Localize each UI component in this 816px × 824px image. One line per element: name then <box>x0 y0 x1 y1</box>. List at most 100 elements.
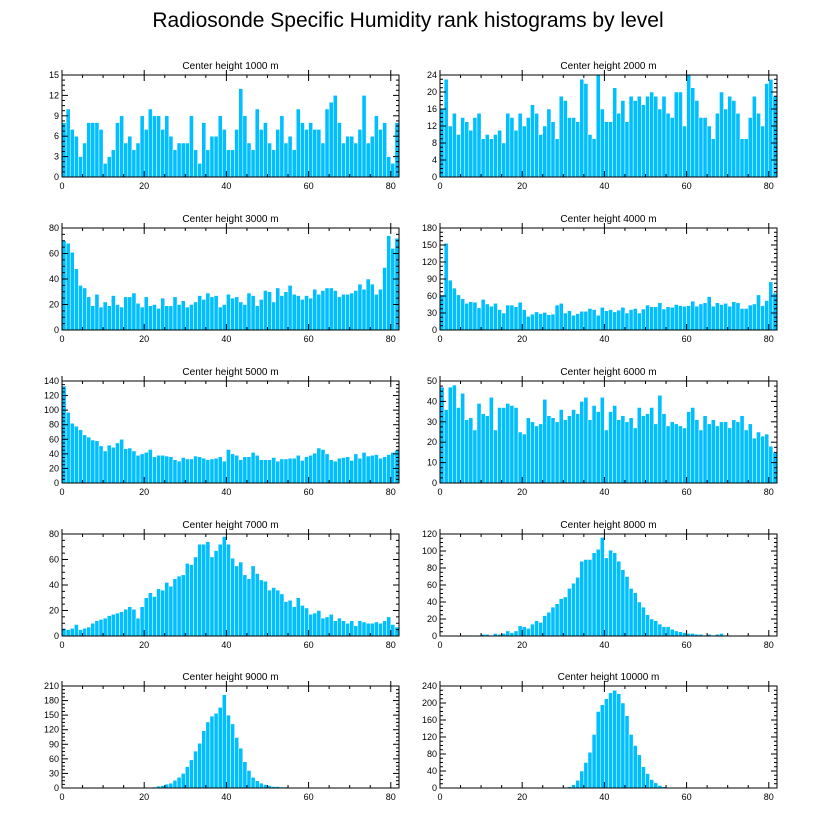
histogram-bar <box>604 429 609 484</box>
histogram-panel: Center height 3000 m 0 20 40 60 80 0 20 40 60 80 <box>49 214 400 344</box>
histogram-bar <box>587 419 593 484</box>
histogram-bar <box>160 589 165 637</box>
y-tick-label: 0 <box>54 631 59 641</box>
histogram-bar <box>123 296 129 331</box>
histogram-bar <box>242 115 248 178</box>
histogram-bar <box>259 579 264 637</box>
histogram-bar <box>205 149 211 178</box>
histogram-bar <box>300 605 305 637</box>
histogram-bar <box>69 129 75 178</box>
histogram-bar <box>238 88 244 178</box>
histogram-bar <box>123 142 129 178</box>
histogram-bar <box>497 407 502 484</box>
histogram-bar <box>538 313 543 331</box>
histogram-bar <box>653 423 659 484</box>
histogram-bar <box>698 117 704 178</box>
histogram-bar <box>111 295 116 331</box>
histogram-bar <box>484 415 490 484</box>
histogram-bar <box>645 614 650 637</box>
histogram-bar <box>739 138 745 178</box>
histogram-bar <box>505 403 511 484</box>
histogram-bar <box>764 300 770 331</box>
y-tick-label: 80 <box>427 563 437 573</box>
histogram-bar <box>242 761 248 789</box>
histogram-bar <box>226 449 231 484</box>
x-tick-label: 20 <box>517 334 527 344</box>
histogram-bar <box>480 413 486 484</box>
histogram-bar <box>345 456 350 484</box>
histogram-bar <box>595 74 601 178</box>
histogram-bar <box>263 459 268 484</box>
x-tick-label: 0 <box>59 334 64 344</box>
histogram-bar <box>168 456 174 484</box>
histogram-bar <box>563 596 568 637</box>
histogram-bar <box>345 135 350 178</box>
histogram-bar <box>447 386 453 484</box>
histogram-bar <box>148 108 153 178</box>
histogram-bar <box>267 291 272 331</box>
x-tick-label: 40 <box>599 334 609 344</box>
figure-title: Radiosonde Specific Humidity rank histog… <box>152 9 664 32</box>
histogram-bar <box>65 108 71 178</box>
y-tick-label: 40 <box>427 766 437 776</box>
x-tick-label: 20 <box>139 640 149 650</box>
histogram-bar <box>517 301 523 331</box>
histogram-bar <box>452 384 457 484</box>
y-tick-label: 180 <box>44 696 59 706</box>
histogram-bar <box>119 306 124 331</box>
histogram-bar <box>287 285 293 331</box>
histogram-bar <box>135 617 141 637</box>
y-tick-label: 90 <box>427 274 437 284</box>
histogram-bar <box>123 608 129 637</box>
histogram-bar <box>234 296 239 331</box>
y-tick-label: 120 <box>44 725 59 735</box>
histogram-bar <box>164 582 170 637</box>
histogram-bar <box>579 770 585 789</box>
histogram-bar <box>727 305 733 331</box>
histogram-bar <box>669 117 675 178</box>
histogram-bar <box>78 429 83 484</box>
histogram-bar <box>78 629 83 637</box>
x-tick-label: 0 <box>59 792 64 802</box>
histogram-bar <box>312 612 318 637</box>
histogram-bar <box>86 296 92 331</box>
histogram-bar <box>205 459 211 484</box>
histogram-bar <box>698 429 704 484</box>
histogram-bar <box>143 129 149 178</box>
histogram-bar <box>443 79 449 178</box>
histogram-bar <box>591 309 597 331</box>
histogram-bar <box>456 407 461 484</box>
histogram-bar <box>180 457 186 484</box>
histogram-bar <box>727 427 733 484</box>
histogram-bar <box>390 163 396 178</box>
histogram-bar <box>620 702 626 789</box>
histogram-bar <box>521 626 527 637</box>
histogram-bar <box>390 452 396 484</box>
histogram-bar <box>390 248 396 331</box>
y-tick-label: 160 <box>422 715 437 725</box>
histogram-bar <box>98 445 104 484</box>
y-tick-label: 40 <box>49 449 59 459</box>
histogram-bar <box>156 115 161 178</box>
histogram-bar <box>106 444 112 484</box>
histogram-bar <box>710 419 716 484</box>
histogram-bar <box>127 296 133 331</box>
histogram-bar <box>674 304 679 331</box>
x-tick-label: 40 <box>221 334 231 344</box>
histogram-bar <box>460 298 465 331</box>
histogram-bar <box>197 295 202 331</box>
histogram-bar <box>160 455 165 484</box>
histogram-bar <box>267 589 272 637</box>
histogram-bar <box>760 305 765 331</box>
y-tick-label: 40 <box>427 396 437 406</box>
histogram-bar <box>723 421 728 484</box>
histogram-bar <box>715 425 720 484</box>
histogram-bar <box>558 598 564 637</box>
histogram-bar <box>464 303 470 331</box>
histogram-bar <box>349 460 355 484</box>
x-tick-label: 40 <box>221 181 231 191</box>
histogram-bar <box>534 113 539 178</box>
histogram-bar <box>275 589 281 637</box>
histogram-bar <box>772 96 778 178</box>
y-tick-label: 20 <box>427 437 437 447</box>
